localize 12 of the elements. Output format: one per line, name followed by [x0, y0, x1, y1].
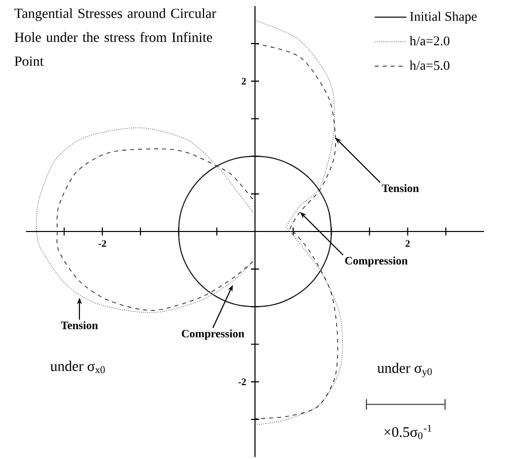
- annotation: under σ$_{y0}$: [377, 362, 432, 378]
- annotation: ×0.5σ$_{0}$-1: [384, 424, 432, 440]
- annotation: Tension: [382, 184, 419, 192]
- annotation: Tension: [60, 321, 98, 330]
- text: Tangential Stresses around Circular Hole under the stress from Infinite Point: [14, 8, 216, 66]
- legend-label: Initial Shape: [410, 12, 477, 24]
- annotation: Compression: [182, 329, 244, 340]
- line-series: [178, 156, 332, 308]
- annotation: under σ$_{x0}$: [50, 360, 105, 374]
- legend-label: h/a=5.0: [410, 60, 450, 70]
- annotation: Compression: [345, 256, 408, 267]
- legend-label: h/a=2.0: [410, 36, 450, 46]
